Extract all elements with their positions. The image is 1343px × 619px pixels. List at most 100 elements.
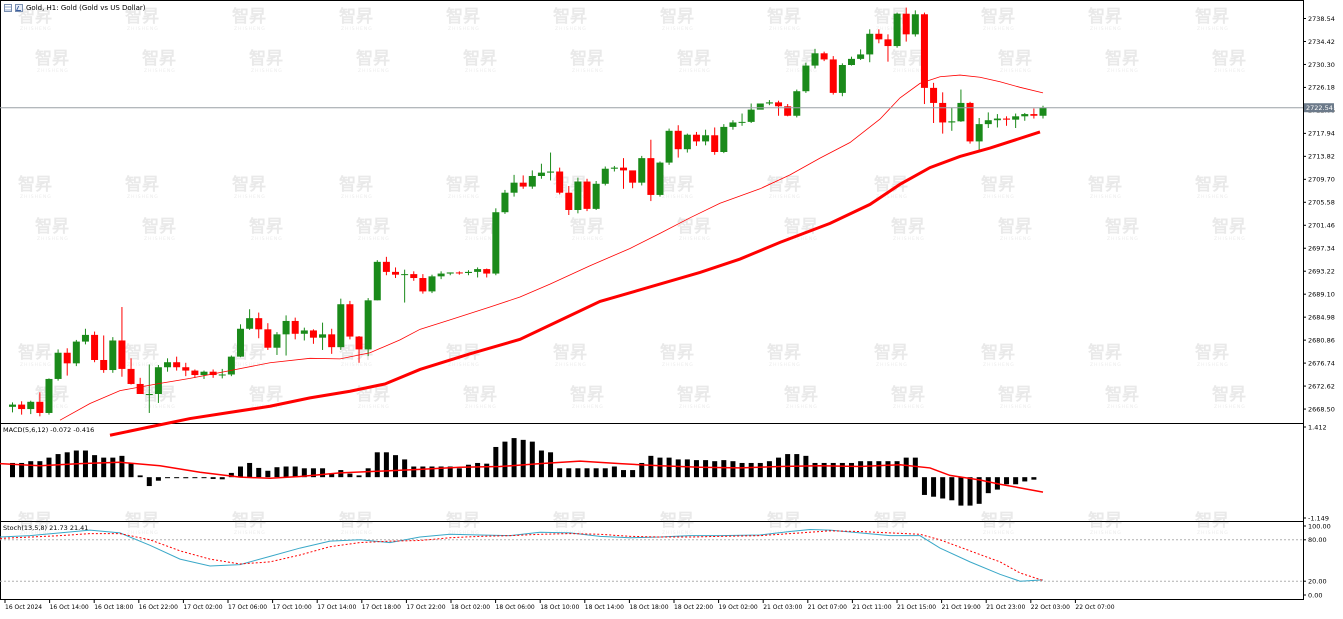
candle-up xyxy=(1039,107,1047,116)
candle-up xyxy=(793,91,801,116)
y-tick-label: 2726.18 xyxy=(1308,84,1335,92)
macd-bar xyxy=(155,477,161,481)
watermark-subtext: ZHISHENG xyxy=(983,530,1015,536)
watermark-text: 智昇 xyxy=(142,384,176,405)
macd-bar xyxy=(566,468,572,478)
candle-down xyxy=(939,102,947,123)
candle-down xyxy=(91,334,99,360)
watermark-subtext: ZHISHENG xyxy=(893,236,925,242)
watermark-text: 智昇 xyxy=(232,510,266,531)
watermark-text: 智昇 xyxy=(463,48,497,69)
macd-bar xyxy=(639,462,645,478)
candle-up xyxy=(446,272,454,274)
candle-down xyxy=(775,102,783,107)
chart-header: Gold, H1: Gold (Gold vs US Dollar) xyxy=(4,2,146,14)
macd-bar xyxy=(228,472,234,478)
candle-up xyxy=(984,120,992,125)
macd-bar xyxy=(730,461,736,478)
watermark-text: 智昇 xyxy=(1212,216,1246,237)
watermark-subtext: ZHISHENG xyxy=(234,530,266,536)
y-tick-label: 2734.42 xyxy=(1308,38,1335,46)
x-tick-label: 17 Oct 02:00 xyxy=(183,604,222,611)
watermark-text: 智昇 xyxy=(874,510,908,531)
watermark-text: 智昇 xyxy=(553,342,587,363)
candle-down xyxy=(209,371,217,376)
candle-up xyxy=(811,53,819,66)
watermark-text: 智昇 xyxy=(874,174,908,195)
y-tick-label: 2709.70 xyxy=(1308,176,1335,184)
macd-bar xyxy=(921,477,927,495)
watermark-text: 智昇 xyxy=(125,174,159,195)
macd-bar xyxy=(903,457,909,478)
watermark-subtext: ZHISHENG xyxy=(1214,68,1246,74)
macd-bar xyxy=(174,477,180,479)
watermark-text: 智昇 xyxy=(232,6,266,27)
watermark-subtext: ZHISHENG xyxy=(1197,362,1229,368)
macd-bar xyxy=(265,470,271,478)
candle-down xyxy=(565,192,573,210)
watermark-subtext: ZHISHENG xyxy=(251,68,283,74)
candle-up xyxy=(45,378,53,413)
candle-up xyxy=(145,394,153,396)
macd-bar xyxy=(165,477,171,479)
x-tick-label: 21 Oct 07:00 xyxy=(808,604,847,611)
macd-bar xyxy=(429,466,435,478)
candle-down xyxy=(829,59,837,93)
watermark-subtext: ZHISHENG xyxy=(234,362,266,368)
candle-down xyxy=(328,334,336,348)
watermark-subtext: ZHISHENG xyxy=(1197,194,1229,200)
y-tick-label: 2668.50 xyxy=(1308,405,1335,413)
watermark-subtext: ZHISHENG xyxy=(37,236,69,242)
stoch-y-tick-label: 20.00 xyxy=(1308,578,1327,586)
watermark-text: 智昇 xyxy=(339,342,373,363)
watermark-text: 智昇 xyxy=(767,6,801,27)
candle-up xyxy=(893,13,901,47)
macd-bar xyxy=(274,467,280,478)
watermark-text: 智昇 xyxy=(142,48,176,69)
x-tick-label: 21 Oct 03:00 xyxy=(763,604,802,611)
watermark-text: 智昇 xyxy=(142,216,176,237)
watermark-subtext: ZHISHENG xyxy=(876,362,908,368)
candle-down xyxy=(620,167,628,171)
candle-up xyxy=(574,181,582,210)
macd-bar xyxy=(593,468,599,478)
watermark-text: 智昇 xyxy=(660,342,694,363)
candle-up xyxy=(510,182,518,193)
macd-bar xyxy=(712,461,718,478)
chart-title: Gold, H1: Gold (Gold vs US Dollar) xyxy=(26,4,146,12)
macd-bar xyxy=(684,459,690,478)
candle-up xyxy=(1021,114,1029,117)
macd-bar xyxy=(675,459,681,478)
stoch-y-tick-label: 0.00 xyxy=(1308,591,1322,599)
x-tick-label: 16 Oct 22:00 xyxy=(139,604,178,611)
macd-bar xyxy=(666,457,672,478)
candle-down xyxy=(711,135,719,152)
macd-bar xyxy=(320,468,326,478)
candle-up xyxy=(847,58,855,66)
macd-bar xyxy=(1022,477,1028,482)
watermark-text: 智昇 xyxy=(998,384,1032,405)
watermark-text: 智昇 xyxy=(1105,48,1139,69)
macd-bar xyxy=(128,462,134,478)
watermark-subtext: ZHISHENG xyxy=(572,236,604,242)
macd-bar xyxy=(37,461,43,478)
watermark-text: 智昇 xyxy=(891,384,925,405)
chart-icon[interactable] xyxy=(15,4,23,12)
watermark-text: 智昇 xyxy=(125,510,159,531)
watermark-text: 智昇 xyxy=(874,342,908,363)
table-icon[interactable] xyxy=(4,4,12,12)
candle-down xyxy=(556,171,564,193)
candle-up xyxy=(638,158,646,183)
watermark-text: 智昇 xyxy=(1212,384,1246,405)
x-tick-label: 21 Oct 15:00 xyxy=(897,604,936,611)
candle-down xyxy=(255,318,263,330)
x-tick-label: 18 Oct 10:00 xyxy=(540,604,579,611)
y-tick-label: 2676.74 xyxy=(1308,359,1335,367)
macd-bar xyxy=(885,461,891,478)
watermark-subtext: ZHISHENG xyxy=(876,194,908,200)
watermark-subtext: ZHISHENG xyxy=(1000,68,1032,74)
macd-bar xyxy=(92,455,98,478)
macd-bar xyxy=(693,460,699,478)
watermark-text: 智昇 xyxy=(446,6,480,27)
